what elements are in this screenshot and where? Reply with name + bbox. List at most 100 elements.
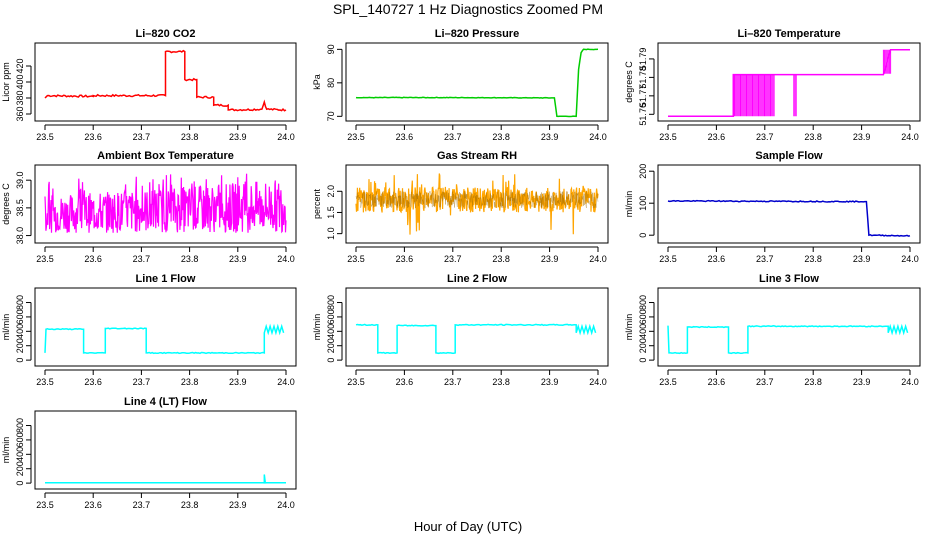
chart-title: Ambient Box Temperature xyxy=(97,150,234,162)
series-line xyxy=(355,48,599,118)
plot-frame xyxy=(34,164,297,244)
y-tick-label: 600 xyxy=(15,309,25,324)
x-tick-label: 23.5 xyxy=(36,377,54,387)
y-tick-label: 200 xyxy=(15,461,25,476)
x-tick-label: 23.6 xyxy=(396,132,414,142)
x-tick-label: 23.9 xyxy=(541,254,559,264)
x-tick-label: 23.6 xyxy=(84,500,102,510)
plot-frame xyxy=(345,164,609,244)
chart-title: Li–820 Pressure xyxy=(435,28,519,40)
x-tick-label: 23.7 xyxy=(133,500,151,510)
x-tick-label: 23.6 xyxy=(708,377,726,387)
x-tick-label: 23.9 xyxy=(229,377,247,387)
plot-frame xyxy=(345,287,609,367)
chart-title: Li–820 CO2 xyxy=(136,28,196,40)
data-series xyxy=(45,474,286,484)
data-series xyxy=(355,323,597,355)
y-tick-label: 2.0 xyxy=(326,185,336,198)
y-tick-label: 51.76 xyxy=(638,103,648,126)
x-tick-label: 23.9 xyxy=(541,377,559,387)
y-axis-label: ml/min xyxy=(1,437,11,464)
x-tick-label: 23.9 xyxy=(229,132,247,142)
x-tick-label: 23.9 xyxy=(853,132,871,142)
y-tick-label: 400 xyxy=(15,74,25,89)
x-tick-label: 24.0 xyxy=(277,132,295,142)
y-axis-label: ml/min xyxy=(312,314,322,341)
series-line xyxy=(667,199,911,237)
y-tick-label: 420 xyxy=(15,58,25,73)
y-tick-label: 200 xyxy=(15,338,25,353)
y-tick-label: 51.78 xyxy=(638,66,648,89)
plot-frame xyxy=(657,287,921,367)
x-tick-label: 24.0 xyxy=(901,377,919,387)
x-tick-label: 24.0 xyxy=(589,254,607,264)
series-line xyxy=(44,173,287,234)
data-series xyxy=(668,48,910,117)
chart-panels: Li–820 CO2 23.5 23.6 23.7 23.8 23.9 24.0 360380… xyxy=(1,28,921,510)
y-tick-label: 90 xyxy=(326,44,336,54)
y-tick-label: 80 xyxy=(326,78,336,88)
y-tick-label: 38.5 xyxy=(15,199,25,217)
y-axis-label: ml/min xyxy=(624,191,634,218)
chart-title: Line 3 Flow xyxy=(759,273,819,285)
y-axis-label: Licor ppm xyxy=(1,62,11,102)
x-tick-label: 23.8 xyxy=(181,377,199,387)
x-tick-label: 23.8 xyxy=(492,377,510,387)
x-tick-label: 23.8 xyxy=(804,377,822,387)
chart-panel: Sample Flow 23.5 23.6 23.7 23.8 23.9 24.0 0 100 2… xyxy=(624,150,921,264)
x-tick-label: 24.0 xyxy=(901,254,919,264)
x-tick-label: 23.7 xyxy=(756,377,774,387)
chart-panel: Li–820 Pressure 23.5 23.6 23.7 23.8 23.9 24.0 7… xyxy=(312,28,609,142)
x-tick-label: 23.7 xyxy=(444,254,462,264)
y-tick-label: 800 xyxy=(638,295,648,310)
y-tick-label: 100 xyxy=(638,196,648,211)
y-tick-label: 400 xyxy=(15,447,25,462)
x-tick-label: 23.9 xyxy=(541,132,559,142)
y-tick-label: 38.0 xyxy=(15,227,25,245)
chart-panel: Line 2 Flow 23.5 23.6 23.7 23.8 23.9 24.0 0 2004… xyxy=(312,273,609,387)
x-tick-label: 23.8 xyxy=(492,254,510,264)
y-tick-label: 400 xyxy=(15,324,25,339)
x-tick-label: 23.5 xyxy=(347,254,365,264)
y-tick-label: 400 xyxy=(638,324,648,339)
series-line xyxy=(44,323,285,355)
y-tick-label: 380 xyxy=(15,90,25,105)
data-series xyxy=(355,173,599,235)
y-tick-label: 1.0 xyxy=(326,227,336,240)
x-tick-label: 23.5 xyxy=(659,254,677,264)
x-tick-label: 23.8 xyxy=(492,132,510,142)
x-tick-label: 23.8 xyxy=(181,132,199,142)
x-tick-label: 23.5 xyxy=(36,254,54,264)
x-tick-label: 24.0 xyxy=(277,254,295,264)
x-tick-label: 23.8 xyxy=(181,500,199,510)
y-tick-label: 200 xyxy=(326,338,336,353)
y-tick-label: 360 xyxy=(15,106,25,121)
chart-title: Gas Stream RH xyxy=(437,150,517,162)
series-flicker xyxy=(793,74,797,117)
chart-title: Line 1 Flow xyxy=(136,273,196,285)
x-tick-label: 24.0 xyxy=(901,132,919,142)
plot-frame xyxy=(34,42,297,122)
figure-title: SPL_140727 1 Hz Diagnostics Zoomed PM xyxy=(333,1,603,17)
x-tick-label: 23.7 xyxy=(756,254,774,264)
y-tick-label: 600 xyxy=(15,432,25,447)
plot-frame xyxy=(34,287,297,367)
x-tick-label: 23.6 xyxy=(708,132,726,142)
plot-frame xyxy=(657,42,921,122)
x-tick-label: 23.7 xyxy=(133,377,151,387)
y-axis-label: kPa xyxy=(312,74,322,90)
x-tick-label: 23.8 xyxy=(804,132,822,142)
chart-panel: Li–820 CO2 23.5 23.6 23.7 23.8 23.9 24.0 360380… xyxy=(1,28,297,142)
x-tick-label: 23.6 xyxy=(396,377,414,387)
x-tick-label: 23.6 xyxy=(708,254,726,264)
series-line xyxy=(45,474,286,484)
x-tick-label: 23.5 xyxy=(36,500,54,510)
y-axis-label: ml/min xyxy=(624,314,634,341)
y-tick-label: 51.79 xyxy=(638,48,648,71)
series-overlay xyxy=(355,190,599,209)
y-axis-label: ml/min xyxy=(1,314,11,341)
chart-panel: Line 3 Flow 23.5 23.6 23.7 23.8 23.9 24.0 0 2004… xyxy=(624,273,921,387)
chart-panel: Line 1 Flow 23.5 23.6 23.7 23.8 23.9 24.0 0 2004… xyxy=(1,273,297,387)
data-series xyxy=(667,199,911,237)
